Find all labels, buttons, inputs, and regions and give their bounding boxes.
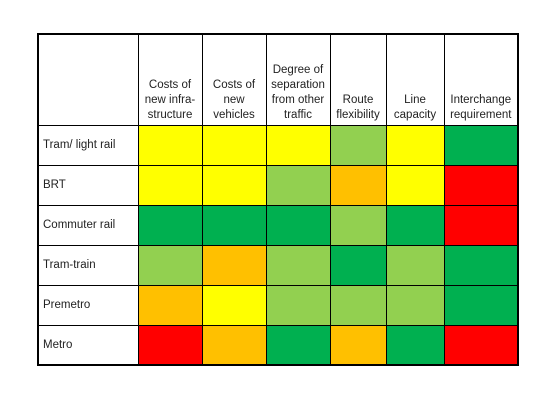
rating-cell (137, 324, 203, 366)
rating-cell (329, 204, 387, 246)
table-row: Commuter rail (37, 204, 519, 246)
column-header-line: vehicles (213, 108, 255, 121)
rating-cell (265, 284, 331, 326)
table-row: BRT (37, 164, 519, 206)
column-header-line: traffic (284, 108, 312, 121)
rating-cell (201, 324, 267, 366)
column-header-line: Route (342, 93, 374, 106)
column-header-infrastructure-cost: Costs of new infra- structure (137, 33, 203, 126)
rating-cell (201, 284, 267, 326)
table-row: Metro (37, 324, 519, 366)
column-header-line: new (223, 93, 245, 106)
column-header-line: structure (147, 108, 193, 121)
row-label-metro: Metro (37, 324, 139, 366)
row-label-tram-train: Tram-train (37, 244, 139, 286)
column-header-line: flexibility (336, 108, 380, 121)
rating-cell (201, 204, 267, 246)
column-header-line: Interchange (450, 93, 512, 106)
table-row: Premetro (37, 284, 519, 326)
rating-cell (329, 284, 387, 326)
column-header-line: requirement (450, 108, 512, 121)
rating-cell (443, 284, 519, 326)
rating-cell (137, 164, 203, 206)
column-header-separation: Degree of separation from other traffic (265, 33, 331, 126)
column-header-vehicle-cost: Costs of new vehicles (201, 33, 267, 126)
rating-cell (385, 244, 445, 286)
rating-cell (137, 204, 203, 246)
column-header-line: from other (271, 93, 325, 106)
rating-cell (137, 284, 203, 326)
rating-cell (265, 124, 331, 166)
column-header-line: separation (271, 78, 325, 91)
rating-cell (443, 124, 519, 166)
row-label-brt: BRT (37, 164, 139, 206)
rating-cell (385, 324, 445, 366)
column-header-line: Costs of (148, 78, 192, 91)
column-header-route-flexibility: Route flexibility (329, 33, 387, 126)
column-header-line: new infra- (144, 93, 196, 106)
column-header-line: Degree of (272, 63, 324, 76)
rating-cell (329, 324, 387, 366)
rating-cell (385, 124, 445, 166)
rating-cell (201, 124, 267, 166)
rating-cell (385, 164, 445, 206)
rating-cell (137, 244, 203, 286)
rating-cell (443, 324, 519, 366)
rating-matrix: Costs of new infra- structure Costs of n… (37, 33, 519, 366)
column-header-line: capacity (393, 108, 437, 121)
rating-cell (443, 204, 519, 246)
row-label-tram-light-rail: Tram/ light rail (37, 124, 139, 166)
rating-cell (385, 284, 445, 326)
rating-cell (329, 244, 387, 286)
rating-cell (265, 244, 331, 286)
corner-cell (37, 33, 139, 126)
rating-cell (265, 324, 331, 366)
rating-cell (265, 164, 331, 206)
row-label-commuter-rail: Commuter rail (37, 204, 139, 246)
header-row: Costs of new infra- structure Costs of n… (37, 33, 519, 126)
table-row: Tram-train (37, 244, 519, 286)
rating-cell (329, 164, 387, 206)
rating-cell (265, 204, 331, 246)
rating-cell (443, 244, 519, 286)
rating-cell (201, 244, 267, 286)
column-header-line: Costs of (212, 78, 256, 91)
rating-cell (443, 164, 519, 206)
column-header-line-capacity: Line capacity (385, 33, 445, 126)
column-header-line: Line (404, 93, 426, 106)
rating-cell (329, 124, 387, 166)
row-label-premetro: Premetro (37, 284, 139, 326)
column-header-interchange: Interchange requirement (443, 33, 519, 126)
rating-cell (201, 164, 267, 206)
rating-cell (385, 204, 445, 246)
rating-cell (137, 124, 203, 166)
table-row: Tram/ light rail (37, 124, 519, 166)
